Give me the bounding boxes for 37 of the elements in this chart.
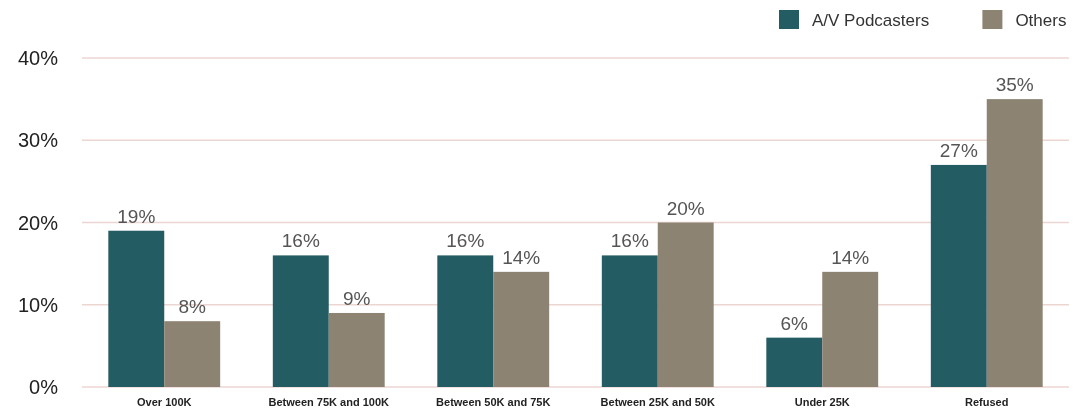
data-label: 14% — [502, 246, 541, 268]
bar — [328, 312, 385, 387]
x-tick-label: Between 50K and 75K — [436, 396, 551, 408]
y-tick-label: 30% — [17, 129, 59, 152]
data-label: 16% — [281, 230, 320, 252]
y-tick-label: 0% — [29, 376, 59, 398]
legend-label: A/V Podcasters — [812, 11, 930, 30]
data-label: 9% — [342, 287, 371, 309]
bar — [437, 255, 494, 387]
bar — [822, 271, 879, 387]
data-label: 19% — [117, 205, 156, 227]
bar — [986, 99, 1043, 387]
data-label: 8% — [178, 296, 207, 318]
bar — [930, 164, 987, 387]
data-label: 16% — [610, 230, 649, 252]
x-tick-label: Refused — [965, 396, 1009, 408]
y-tick-label: 40% — [17, 47, 59, 69]
bar — [657, 222, 714, 387]
data-label: 14% — [831, 246, 870, 268]
bar — [164, 321, 221, 387]
bar — [108, 230, 165, 387]
data-label: 16% — [446, 230, 485, 252]
data-label: 35% — [995, 74, 1034, 96]
y-tick-label: 10% — [17, 293, 59, 316]
x-tick-label: Over 100K — [137, 396, 192, 408]
x-tick-label: Under 25K — [794, 396, 850, 408]
y-tick-label: 20% — [17, 211, 59, 234]
x-tick-label: Between 75K and 100K — [268, 396, 390, 408]
bar — [601, 255, 658, 387]
legend-label: Others — [1015, 11, 1067, 30]
x-tick-label: Between 25K and 50K — [600, 396, 715, 408]
bar — [272, 255, 329, 387]
data-label: 27% — [939, 139, 978, 161]
data-label: 20% — [666, 197, 705, 219]
data-label: 6% — [780, 312, 809, 334]
bar — [766, 337, 823, 387]
bar — [493, 271, 550, 387]
